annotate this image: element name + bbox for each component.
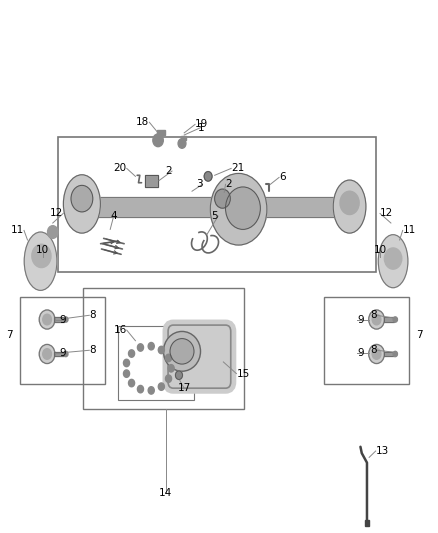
Text: 9: 9	[59, 348, 66, 358]
Bar	[69, 197, 350, 216]
Circle shape	[43, 314, 51, 325]
Bar	[53, 352, 64, 356]
Circle shape	[158, 346, 164, 354]
Text: 12: 12	[380, 208, 393, 219]
Circle shape	[148, 343, 154, 350]
Circle shape	[39, 310, 55, 329]
Circle shape	[215, 189, 230, 208]
Bar	[157, 130, 165, 135]
Ellipse shape	[378, 235, 408, 288]
Circle shape	[47, 225, 58, 238]
Text: 13: 13	[376, 446, 389, 456]
Circle shape	[138, 344, 144, 351]
Bar	[384, 317, 394, 321]
Circle shape	[226, 187, 260, 229]
Text: 11: 11	[403, 225, 416, 236]
Bar	[145, 175, 158, 187]
Circle shape	[393, 317, 397, 322]
Circle shape	[39, 344, 55, 364]
Bar	[365, 520, 369, 526]
Circle shape	[369, 344, 385, 364]
Text: 17: 17	[177, 383, 191, 393]
Text: 19: 19	[195, 119, 208, 130]
Text: 7: 7	[6, 330, 12, 341]
Text: 4: 4	[110, 211, 117, 221]
Bar	[145, 175, 158, 187]
Text: 10: 10	[374, 245, 387, 255]
Ellipse shape	[170, 338, 194, 364]
Circle shape	[176, 371, 183, 379]
Text: 9: 9	[59, 314, 66, 325]
Ellipse shape	[333, 180, 366, 233]
Circle shape	[372, 349, 381, 359]
Circle shape	[148, 387, 154, 394]
Ellipse shape	[64, 175, 100, 233]
Text: 8: 8	[370, 345, 377, 356]
Text: 18: 18	[136, 117, 149, 127]
Circle shape	[178, 139, 186, 148]
Circle shape	[168, 365, 174, 372]
Text: 7: 7	[416, 330, 422, 341]
Bar	[20, 297, 105, 384]
Text: 6: 6	[279, 172, 286, 182]
Circle shape	[32, 244, 51, 268]
Circle shape	[64, 317, 68, 322]
Circle shape	[124, 359, 130, 367]
Text: 3: 3	[196, 179, 202, 189]
Text: 11: 11	[11, 225, 24, 236]
Text: 9: 9	[357, 348, 364, 358]
Bar	[83, 288, 244, 409]
Text: 8: 8	[370, 310, 377, 320]
Text: 20: 20	[113, 164, 127, 173]
Ellipse shape	[24, 232, 57, 290]
Text: 21: 21	[231, 164, 244, 173]
Circle shape	[385, 248, 402, 269]
Bar	[58, 136, 376, 272]
Bar	[53, 317, 64, 321]
Circle shape	[204, 172, 212, 181]
Bar	[384, 352, 394, 356]
Bar	[384, 317, 394, 321]
Circle shape	[369, 310, 385, 329]
Bar	[181, 136, 186, 140]
Text: 5: 5	[212, 211, 218, 221]
Circle shape	[128, 350, 134, 357]
Circle shape	[64, 351, 68, 357]
Bar	[53, 352, 64, 356]
Text: 16: 16	[113, 325, 127, 335]
Circle shape	[340, 191, 359, 215]
Circle shape	[128, 379, 134, 387]
Circle shape	[393, 351, 397, 357]
Text: 14: 14	[159, 488, 173, 498]
Text: 15: 15	[237, 369, 250, 378]
Ellipse shape	[163, 332, 201, 371]
Text: 9: 9	[357, 314, 364, 325]
Circle shape	[43, 349, 51, 359]
Bar	[69, 197, 350, 216]
Circle shape	[158, 383, 164, 390]
Ellipse shape	[210, 173, 267, 245]
Text: 8: 8	[89, 310, 96, 320]
Text: 12: 12	[50, 208, 63, 219]
Circle shape	[153, 134, 163, 147]
Bar	[324, 297, 409, 384]
Text: 2: 2	[166, 166, 172, 176]
Text: 1: 1	[198, 123, 204, 133]
Text: 2: 2	[226, 179, 232, 189]
Circle shape	[166, 354, 172, 362]
Circle shape	[372, 314, 381, 325]
Bar	[118, 326, 194, 400]
Circle shape	[138, 385, 144, 393]
Text: 10: 10	[36, 245, 49, 255]
Bar	[53, 317, 64, 321]
FancyBboxPatch shape	[168, 325, 231, 388]
Circle shape	[124, 370, 130, 377]
Bar	[384, 352, 394, 356]
Text: 8: 8	[89, 345, 96, 356]
Circle shape	[166, 375, 172, 382]
Circle shape	[71, 185, 93, 212]
